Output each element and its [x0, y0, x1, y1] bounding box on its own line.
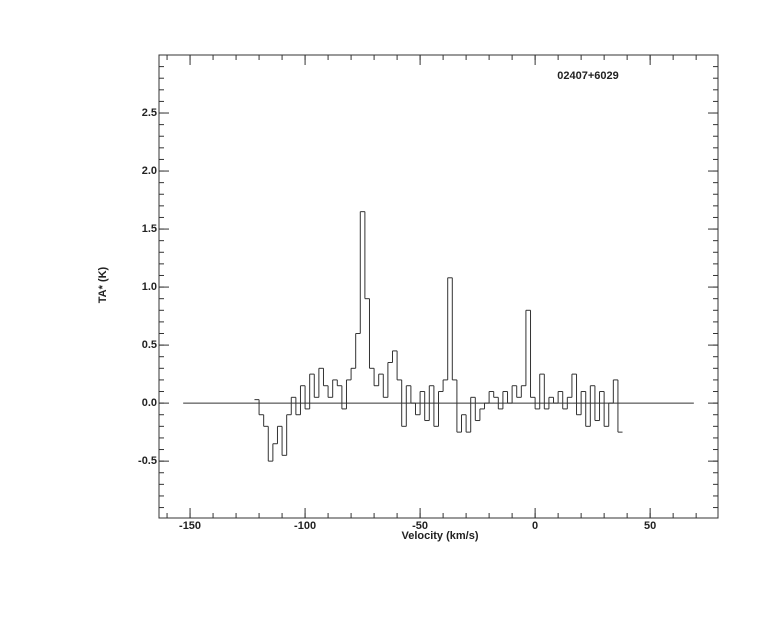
y-tick-label: -0.5 — [138, 455, 157, 467]
spectrum-connectors — [258, 211, 619, 462]
x-tick-label: -150 — [179, 520, 201, 532]
x-axis-label: Velocity (km/s) — [401, 530, 478, 542]
y-tick-label: 0.0 — [142, 397, 157, 409]
y-tick-label: 0.5 — [142, 339, 157, 351]
y-tick-label: 2.5 — [142, 107, 157, 119]
x-tick-label: -50 — [412, 520, 428, 532]
y-tick-label: 1.0 — [142, 281, 157, 293]
annotation: 02407+6029 — [557, 70, 618, 82]
x-tick-label: 50 — [644, 520, 656, 532]
x-tick-label: -100 — [294, 520, 316, 532]
y-axis-label: TA* (K) — [97, 266, 109, 303]
x-tick-label: 0 — [532, 520, 538, 532]
y-tick-label: 2.0 — [142, 165, 157, 177]
plot-frame — [158, 54, 719, 519]
y-tick-label: 1.5 — [142, 223, 157, 235]
